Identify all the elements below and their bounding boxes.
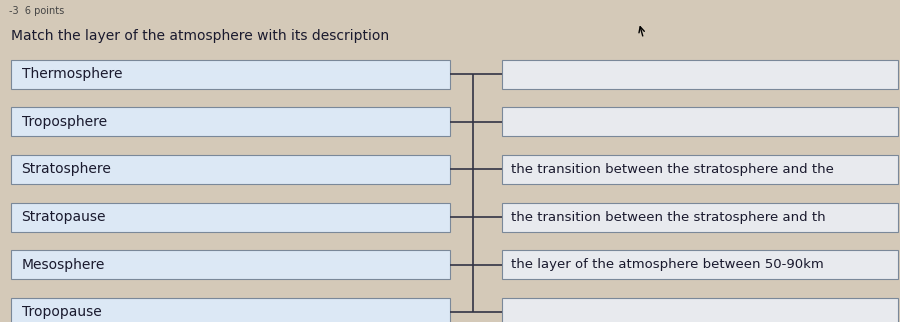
FancyBboxPatch shape [11,60,450,89]
Text: Thermosphere: Thermosphere [22,67,122,81]
Text: the transition between the stratosphere and the: the transition between the stratosphere … [511,163,834,176]
FancyBboxPatch shape [502,298,898,322]
Text: Match the layer of the atmosphere with its description: Match the layer of the atmosphere with i… [11,29,389,43]
FancyBboxPatch shape [11,250,450,279]
Text: -3  6 points: -3 6 points [9,6,64,16]
Text: Tropopause: Tropopause [22,305,102,319]
Text: the transition between the stratosphere and th: the transition between the stratosphere … [511,211,826,223]
Text: the layer of the atmosphere between 50-90km: the layer of the atmosphere between 50-9… [511,258,824,271]
FancyBboxPatch shape [502,203,898,232]
FancyBboxPatch shape [502,107,898,136]
FancyBboxPatch shape [11,298,450,322]
Text: Troposphere: Troposphere [22,115,107,129]
FancyBboxPatch shape [502,250,898,279]
FancyBboxPatch shape [502,155,898,184]
Text: Stratosphere: Stratosphere [22,162,112,176]
FancyBboxPatch shape [11,107,450,136]
Text: Stratopause: Stratopause [22,210,106,224]
FancyBboxPatch shape [502,60,898,89]
FancyBboxPatch shape [11,203,450,232]
Text: Mesosphere: Mesosphere [22,258,105,272]
FancyBboxPatch shape [11,155,450,184]
